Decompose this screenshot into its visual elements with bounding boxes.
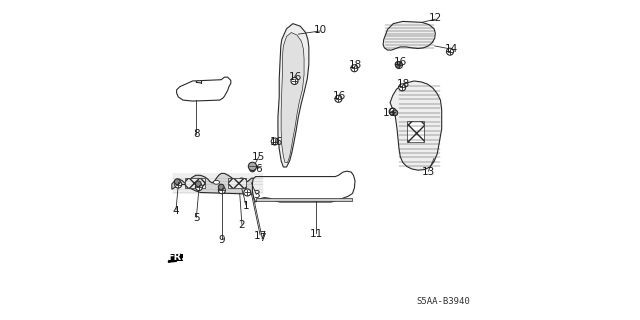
Text: 16: 16 [289,72,302,82]
Text: 16: 16 [383,108,396,118]
Text: 12: 12 [429,13,442,23]
Polygon shape [278,24,309,167]
Circle shape [250,166,255,172]
Text: 5: 5 [193,213,200,223]
Circle shape [396,61,403,68]
Polygon shape [390,81,442,170]
Text: 4: 4 [173,206,179,216]
Polygon shape [281,33,304,163]
Circle shape [351,65,358,72]
Text: 3: 3 [253,190,260,200]
Text: 1: 1 [243,201,250,211]
Polygon shape [255,197,352,201]
Text: 9: 9 [218,235,225,245]
Text: 14: 14 [445,44,458,54]
Polygon shape [383,21,435,50]
Text: 10: 10 [314,25,326,35]
Text: 15: 15 [252,152,266,163]
Circle shape [195,181,201,187]
Text: 8: 8 [193,129,200,139]
Polygon shape [406,121,424,141]
Circle shape [271,138,278,145]
Circle shape [395,61,401,67]
Ellipse shape [213,180,220,184]
Text: 18: 18 [397,79,410,89]
Circle shape [389,108,396,115]
Polygon shape [172,173,263,194]
Circle shape [335,95,342,102]
Text: 11: 11 [310,229,323,239]
Text: 7: 7 [259,233,266,243]
Circle shape [392,110,397,116]
Circle shape [218,187,225,194]
Text: 6: 6 [255,164,262,174]
Polygon shape [184,178,205,188]
Circle shape [291,77,298,84]
Polygon shape [228,178,246,188]
Circle shape [218,184,224,190]
Circle shape [174,179,180,185]
Text: 16: 16 [394,57,407,67]
Polygon shape [177,77,231,101]
Circle shape [244,189,251,196]
FancyBboxPatch shape [170,254,183,261]
Text: 16: 16 [269,137,283,147]
Circle shape [175,181,182,188]
Circle shape [248,162,257,171]
Circle shape [447,48,454,55]
Text: 18: 18 [349,60,362,70]
Text: 2: 2 [239,220,245,230]
Text: 13: 13 [422,167,435,177]
Text: FR.: FR. [168,252,186,262]
Circle shape [195,184,202,191]
Polygon shape [252,171,355,202]
Text: 17: 17 [253,231,267,241]
Text: S5AA-B3940: S5AA-B3940 [417,297,470,306]
Text: 16: 16 [333,91,346,101]
Circle shape [399,84,406,91]
